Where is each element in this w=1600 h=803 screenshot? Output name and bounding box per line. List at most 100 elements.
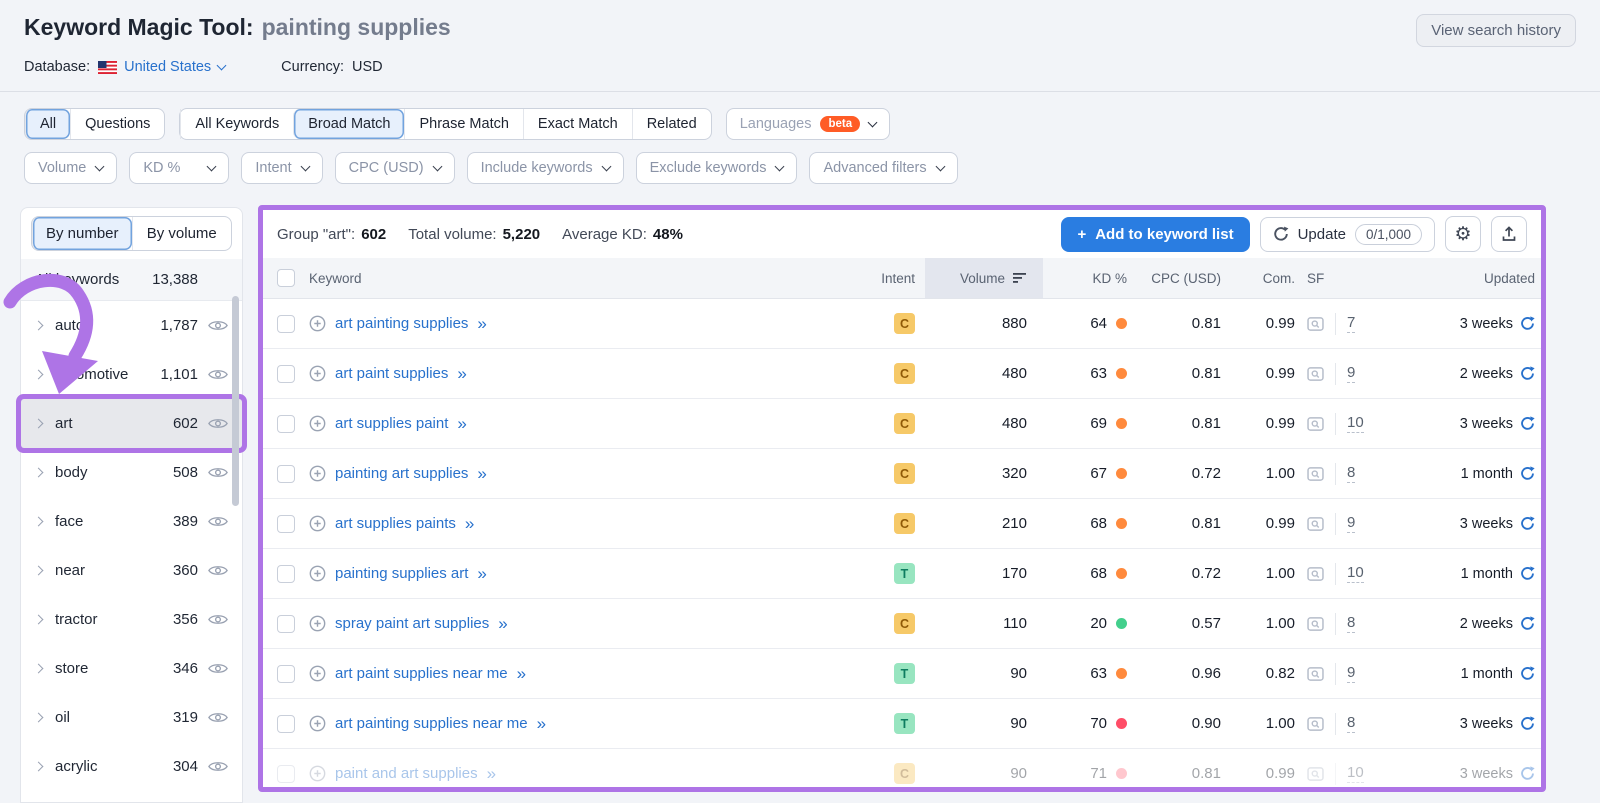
refresh-metrics-icon[interactable]	[1520, 516, 1535, 531]
expand-keyword-icon[interactable]: »	[536, 714, 547, 733]
expand-chevron-icon[interactable]	[33, 761, 44, 772]
eye-icon[interactable]	[208, 368, 228, 381]
eye-icon[interactable]	[208, 662, 228, 675]
add-keyword-icon[interactable]	[309, 615, 326, 632]
view-search-history-button[interactable]: View search history	[1416, 14, 1576, 47]
keyword-link[interactable]: art paint supplies	[335, 365, 449, 382]
keyword-link[interactable]: art paint supplies near me	[335, 665, 508, 682]
expand-chevron-icon[interactable]	[33, 516, 44, 527]
scope-tab[interactable]: All	[25, 109, 71, 139]
group-row[interactable]: store 346	[21, 644, 242, 693]
expand-chevron-icon[interactable]	[33, 614, 44, 625]
filter-dropdown[interactable]: Include keywords	[466, 152, 624, 184]
select-all-checkbox[interactable]	[277, 269, 295, 287]
serp-preview-icon[interactable]	[1307, 516, 1324, 531]
group-row[interactable]: tractor 356	[21, 595, 242, 644]
update-button[interactable]: Update 0/1,000	[1259, 216, 1435, 252]
add-keyword-icon[interactable]	[309, 665, 326, 682]
expand-keyword-icon[interactable]: »	[486, 764, 497, 783]
serp-features-count[interactable]: 9	[1347, 514, 1356, 533]
row-checkbox[interactable]	[277, 464, 295, 483]
add-keyword-icon[interactable]	[309, 565, 326, 582]
expand-chevron-icon[interactable]	[33, 418, 44, 429]
serp-features-count[interactable]: 9	[1347, 364, 1356, 383]
add-keyword-icon[interactable]	[309, 315, 326, 332]
keyword-link[interactable]: spray paint art supplies	[335, 615, 490, 632]
serp-preview-icon[interactable]	[1307, 466, 1324, 481]
expand-keyword-icon[interactable]: »	[477, 564, 487, 583]
filter-dropdown[interactable]: KD %	[129, 152, 230, 184]
column-keyword[interactable]: Keyword	[309, 270, 362, 286]
all-keywords-row[interactable]: All keywords 13,388	[21, 259, 242, 301]
settings-button[interactable]: ⚙	[1445, 216, 1481, 252]
add-keyword-icon[interactable]	[309, 465, 326, 482]
refresh-metrics-icon[interactable]	[1520, 566, 1535, 581]
group-row[interactable]: auto 1,787	[21, 301, 242, 350]
expand-keyword-icon[interactable]: »	[477, 464, 487, 483]
refresh-metrics-icon[interactable]	[1520, 466, 1535, 481]
refresh-metrics-icon[interactable]	[1520, 366, 1535, 381]
match-type-tab[interactable]: Exact Match	[522, 109, 632, 139]
add-keyword-icon[interactable]	[309, 715, 326, 732]
serp-features-count[interactable]: 9	[1347, 664, 1356, 683]
serp-features-count[interactable]: 7	[1347, 314, 1356, 333]
add-to-keyword-list-button[interactable]: + Add to keyword list	[1061, 216, 1250, 252]
column-com[interactable]: Com.	[1262, 270, 1295, 286]
sidebar-sort-tab[interactable]: By number	[32, 217, 132, 250]
row-checkbox[interactable]	[277, 514, 295, 533]
keyword-link[interactable]: paint and art supplies	[335, 765, 478, 782]
refresh-metrics-icon[interactable]	[1520, 616, 1535, 631]
row-checkbox[interactable]	[277, 564, 295, 583]
column-updated[interactable]: Updated	[1483, 270, 1535, 286]
keyword-link[interactable]: art painting supplies	[335, 315, 469, 332]
keyword-link[interactable]: painting supplies art	[335, 565, 469, 582]
eye-icon[interactable]	[208, 515, 228, 528]
expand-chevron-icon[interactable]	[33, 369, 44, 380]
eye-icon[interactable]	[208, 613, 228, 626]
eye-icon[interactable]	[208, 466, 228, 479]
serp-features-count[interactable]: 8	[1347, 714, 1356, 733]
column-kd[interactable]: KD %	[1092, 270, 1127, 286]
group-row[interactable]: near 360	[21, 546, 242, 595]
add-keyword-icon[interactable]	[309, 365, 326, 382]
serp-features-count[interactable]: 10	[1347, 414, 1364, 433]
keyword-link[interactable]: art supplies paint	[335, 415, 449, 432]
expand-keyword-icon[interactable]: »	[457, 414, 467, 433]
column-cpc[interactable]: CPC (USD)	[1151, 270, 1221, 286]
serp-preview-icon[interactable]	[1307, 616, 1324, 631]
expand-keyword-icon[interactable]: »	[457, 364, 467, 383]
scope-tab[interactable]: Questions	[70, 109, 164, 139]
sidebar-sort-tab[interactable]: By volume	[131, 217, 232, 250]
match-type-tab[interactable]: All Keywords	[180, 109, 293, 139]
column-sf[interactable]: SF	[1307, 270, 1325, 286]
refresh-metrics-icon[interactable]	[1520, 416, 1535, 431]
group-row[interactable]: acrylic 304	[21, 742, 242, 791]
column-volume[interactable]: Volume	[925, 258, 1043, 298]
row-checkbox[interactable]	[277, 764, 295, 783]
serp-features-count[interactable]: 10	[1347, 764, 1364, 783]
serp-preview-icon[interactable]	[1307, 416, 1324, 431]
serp-preview-icon[interactable]	[1307, 666, 1324, 681]
expand-keyword-icon[interactable]: »	[498, 614, 508, 633]
row-checkbox[interactable]	[277, 314, 295, 333]
row-checkbox[interactable]	[277, 664, 295, 683]
serp-preview-icon[interactable]	[1307, 366, 1324, 381]
row-checkbox[interactable]	[277, 714, 295, 733]
filter-dropdown[interactable]: Advanced filters	[809, 152, 958, 184]
add-keyword-icon[interactable]	[309, 765, 326, 782]
column-intent[interactable]: Intent	[881, 270, 915, 286]
refresh-metrics-icon[interactable]	[1520, 766, 1535, 781]
serp-preview-icon[interactable]	[1307, 316, 1324, 331]
sidebar-scrollbar[interactable]	[232, 296, 239, 506]
row-checkbox[interactable]	[277, 414, 295, 433]
filter-dropdown[interactable]: Volume	[24, 152, 118, 184]
row-checkbox[interactable]	[277, 614, 295, 633]
eye-icon[interactable]	[208, 711, 228, 724]
eye-icon[interactable]	[208, 319, 228, 332]
export-button[interactable]	[1491, 216, 1527, 252]
serp-features-count[interactable]: 8	[1347, 614, 1356, 633]
eye-icon[interactable]	[208, 564, 228, 577]
group-row[interactable]: face 389	[21, 497, 242, 546]
group-row[interactable]: oil 319	[21, 693, 242, 742]
serp-preview-icon[interactable]	[1307, 766, 1324, 781]
